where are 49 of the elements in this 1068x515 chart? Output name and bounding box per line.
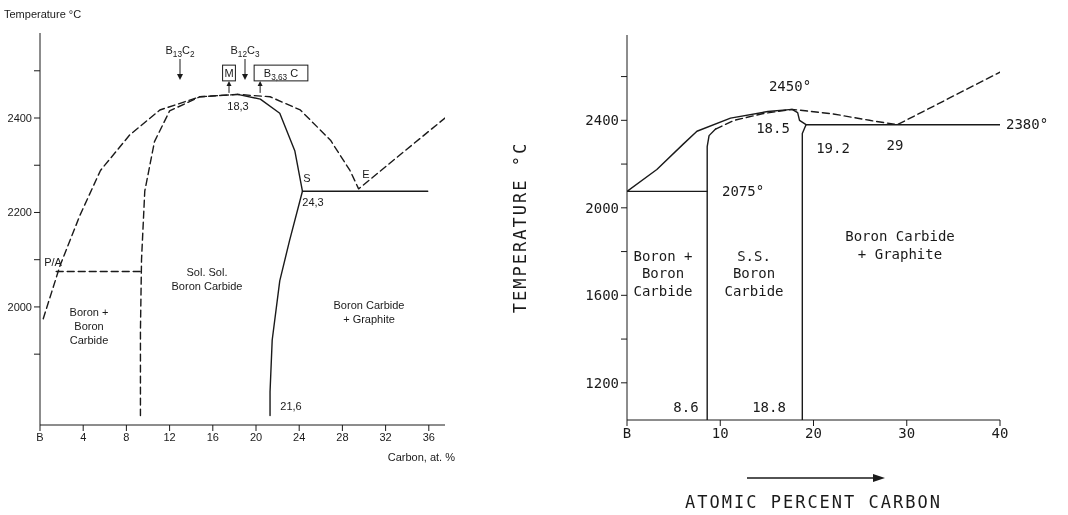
annotation: Boron Carbide + Graphite [333, 299, 405, 325]
x-tick-label: 20 [249, 430, 263, 443]
y-tick-label: 2000 [7, 300, 32, 313]
x-axis-title: ATOMIC PERCENT CARBON [685, 492, 942, 512]
annotation: B$_{13}$C$_{2}$ [165, 44, 195, 59]
x-tick-label: 32 [379, 430, 392, 443]
x-tick-label: 10 [711, 424, 729, 441]
annotation: 19.2 [816, 140, 850, 156]
x-tick-label: 20 [805, 424, 822, 441]
annotation: 18.5 [756, 120, 790, 136]
annotation: 2450° [768, 78, 812, 94]
annotation: S.S. Boron Carbide [724, 247, 784, 299]
y-axis-title: Temperature °C [4, 8, 82, 20]
x-tick-label: 16 [206, 430, 219, 443]
annotation: 8.6 [673, 399, 699, 415]
text: 2380° [1006, 116, 1049, 132]
y-tick-label: 2400 [585, 112, 619, 129]
x-tick-label: 12 [163, 430, 176, 443]
annotation: 29 [886, 137, 904, 153]
annotation: Boron Carbide + Graphite [845, 228, 955, 262]
annotation: Boron + Boron Carbide [633, 247, 693, 299]
y-axis-title: TEMPERATURE °C [510, 141, 530, 314]
annotation: Sol. Sol. Boron Carbide [171, 266, 243, 292]
y-tick-label: 1200 [585, 374, 619, 391]
x-tick-label: 40 [991, 424, 1009, 441]
x-tick-label: 4 [80, 430, 87, 443]
annotation: 18.8 [752, 399, 786, 415]
annotation: S [303, 172, 311, 184]
annotation: 2075° [722, 183, 765, 199]
y-tick-label: 2400 [7, 111, 32, 124]
x-tick-label: B [622, 424, 632, 441]
x-tick-label: 36 [422, 430, 435, 443]
x-tick-label: 8 [123, 430, 130, 443]
y-tick-label: 2000 [585, 199, 619, 216]
x-tick-label: 28 [336, 430, 349, 443]
x-tick-label: 24 [293, 430, 306, 443]
annotation: P/A [44, 256, 63, 268]
annotation: 21,6 [280, 400, 302, 412]
y-tick-label: 1600 [585, 287, 619, 304]
annotation: B$_{3,63}$ C [263, 67, 299, 82]
annotation: B$_{12}$C$_{3}$ [230, 44, 260, 59]
annotation: E [362, 168, 370, 180]
annotation: 18,3 [227, 100, 249, 112]
x-tick-label: 30 [898, 424, 916, 441]
x-tick-label: B [36, 430, 44, 443]
annotation: 24,3 [302, 196, 324, 208]
x-axis-title: Carbon, at. % [387, 451, 456, 463]
y-tick-label: 2200 [7, 206, 32, 219]
annotation: Boron + Boron Carbide [69, 306, 109, 346]
